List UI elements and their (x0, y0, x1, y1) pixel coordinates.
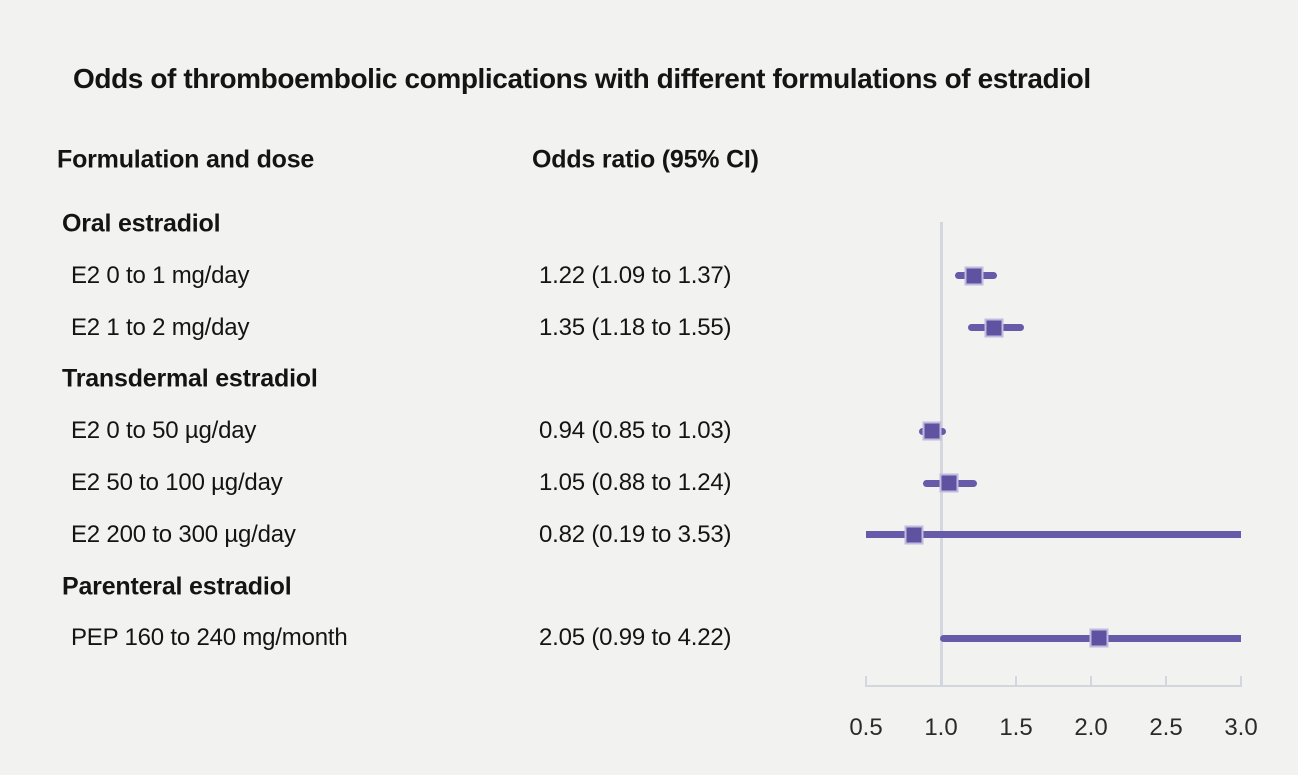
x-axis-tick-label: 0.5 (849, 714, 883, 741)
x-axis-tick (1240, 676, 1242, 685)
x-axis-tick-label: 1.5 (999, 714, 1033, 741)
x-axis-tick-label: 3.0 (1224, 714, 1258, 741)
row-odds-ratio-value: 1.05 (0.88 to 1.24) (539, 469, 732, 496)
row-label: PEP 160 to 240 mg/month (71, 624, 348, 652)
odds-ratio-point-marker (939, 473, 958, 493)
column-header-formulation: Formulation and dose (57, 145, 315, 174)
row-label: E2 200 to 300 µg/day (71, 520, 296, 548)
row-label: E2 50 to 100 µg/day (71, 469, 283, 496)
x-axis-tick (1165, 676, 1167, 685)
odds-ratio-point-marker (904, 525, 924, 545)
odds-ratio-point-marker (1089, 628, 1108, 648)
x-axis-tick (940, 676, 942, 685)
odds-ratio-point-marker (984, 318, 1003, 338)
row-odds-ratio-value: 1.22 (1.09 to 1.37) (539, 261, 732, 289)
confidence-interval-line (866, 531, 1241, 539)
x-axis-line (865, 685, 1242, 687)
row-odds-ratio-value: 2.05 (0.99 to 4.22) (539, 624, 732, 652)
x-axis-tick (1090, 676, 1092, 685)
x-axis-tick-label: 2.5 (1149, 714, 1183, 741)
x-axis-tick-label: 1.0 (924, 714, 958, 741)
x-axis-tick (1015, 676, 1017, 685)
row-odds-ratio-value: 0.82 (0.19 to 3.53) (539, 520, 732, 548)
column-header-odds-ratio: Odds ratio (95% CI) (532, 145, 759, 174)
x-axis-tick-label: 2.0 (1074, 714, 1108, 741)
row-label: E2 0 to 1 mg/day (71, 261, 250, 289)
row-odds-ratio-value: 0.94 (0.85 to 1.03) (539, 417, 732, 445)
odds-ratio-point-marker (922, 421, 942, 441)
x-axis-tick (865, 676, 867, 685)
group-header: Oral estradiol (62, 209, 221, 238)
odds-ratio-point-marker (964, 266, 984, 286)
row-label: E2 0 to 50 µg/day (71, 417, 257, 445)
group-header: Transdermal estradiol (62, 364, 318, 393)
group-header: Parenteral estradiol (62, 572, 292, 601)
reference-line-at-1 (939, 222, 943, 687)
row-odds-ratio-value: 1.35 (1.18 to 1.55) (539, 313, 732, 341)
row-label: E2 1 to 2 mg/day (71, 313, 250, 341)
figure-title: Odds of thromboembolic complications wit… (73, 63, 1091, 94)
